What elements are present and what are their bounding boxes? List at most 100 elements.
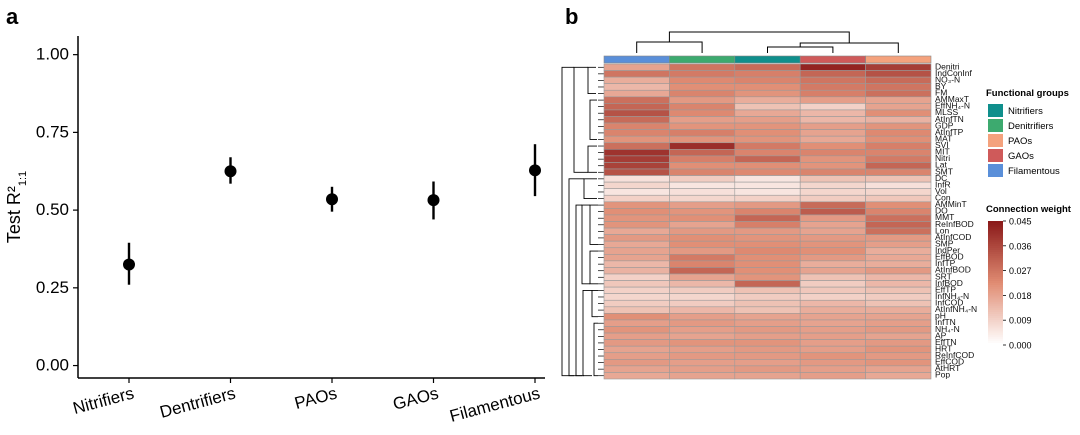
row-label: FM	[935, 88, 947, 98]
row-label: AP	[935, 330, 947, 340]
heatmap-cell	[669, 221, 736, 229]
heatmap-cell	[669, 122, 736, 130]
heatmap-cell	[603, 201, 670, 209]
colorbar-segment	[988, 307, 1003, 311]
heatmap-cell	[603, 109, 670, 117]
heatmap-cell	[799, 299, 866, 308]
heatmap-cell	[669, 247, 736, 255]
heatmap-cell	[669, 267, 736, 275]
heatmap-cell	[734, 181, 801, 189]
heatmap-cell	[669, 306, 736, 314]
heatmap-cell	[865, 326, 932, 334]
heatmap-cell	[603, 221, 670, 229]
heatmap-cell	[865, 96, 932, 104]
panel-a-x-ticks: Nitrifiers Dentrifiers PAOs GAOs Filamentous	[71, 378, 542, 426]
heatmap-cell	[734, 116, 801, 124]
heatmap-cell	[865, 201, 932, 209]
row-label: InfCOD	[935, 298, 963, 308]
colorbar-segment	[988, 280, 1003, 284]
heatmap-cell	[865, 260, 932, 268]
dendrogram-branch	[581, 204, 590, 285]
heatmap-cell	[669, 234, 736, 242]
heatmap-cell	[603, 352, 670, 360]
row-label: ReInfBOD	[935, 219, 974, 229]
colorbar-segment	[988, 305, 1003, 309]
colorbar-tick-label: 0.027	[1009, 266, 1032, 276]
heatmap-cell	[669, 175, 736, 183]
colorbar-tick-label: 0.000	[1009, 341, 1032, 351]
dendrogram-branch	[767, 46, 834, 53]
y-axis-label-subscript: 1:1	[17, 171, 29, 186]
row-label: AtInfTN	[935, 114, 964, 124]
heatmap-cell	[603, 168, 670, 176]
heatmap-cell	[603, 313, 670, 321]
colorbar-segment	[988, 266, 1003, 270]
data-point	[427, 194, 440, 207]
heatmap-cell	[603, 116, 670, 124]
heatmap-cell	[865, 273, 932, 281]
heatmap-cell	[603, 70, 670, 78]
heatmap-cell	[669, 365, 736, 373]
heatmap-cell	[669, 332, 736, 340]
colorbar-segment	[988, 301, 1003, 305]
heatmap-cell	[865, 76, 932, 84]
heatmap-cell	[669, 149, 736, 157]
colorbar-segment	[988, 256, 1003, 259]
heatmap-cell	[603, 83, 670, 91]
heatmap-cell	[669, 188, 736, 196]
heatmap-cell	[865, 155, 932, 163]
colorbar-segment	[988, 274, 1003, 278]
heatmap-cell	[669, 240, 736, 249]
heatmap-cell	[799, 267, 866, 275]
heatmap-cell	[799, 319, 866, 327]
colorbar-segment	[988, 336, 1003, 340]
heatmap-cell	[799, 326, 866, 334]
row-dendrogram	[561, 66, 604, 377]
heatmap-cell	[669, 201, 736, 209]
heatmap-cell	[799, 280, 866, 288]
heatmap-cell	[603, 299, 670, 308]
row-label: NO₃-N	[935, 74, 960, 84]
heatmap-cell	[603, 345, 670, 354]
dendrogram-branch	[573, 66, 588, 173]
colorbar-segment	[988, 324, 1003, 327]
heatmap-cell	[799, 70, 866, 78]
heatmap-cell	[799, 149, 866, 157]
heatmap-cell	[669, 293, 736, 301]
row-label: GDP	[935, 120, 954, 130]
heatmap-cell	[799, 247, 866, 255]
y-tick-label: 0.50	[36, 200, 69, 219]
heatmap-cell	[669, 76, 736, 84]
heatmap-cell	[865, 227, 932, 235]
heatmap-cell	[603, 175, 670, 183]
heatmap-cell	[603, 214, 670, 222]
row-label: EffTP	[935, 284, 956, 294]
heatmap-cell	[799, 135, 866, 144]
heatmap-cell	[603, 142, 670, 150]
row-label: Lon	[935, 225, 949, 235]
colorbar-segment	[988, 268, 1003, 272]
heatmap-cell	[799, 352, 866, 360]
heatmap-cell	[865, 175, 932, 183]
heatmap-cell	[734, 234, 801, 242]
heatmap-cell	[865, 286, 932, 294]
heatmap-cell	[669, 103, 736, 111]
colorbar-segment	[988, 316, 1003, 319]
colorbar-segment	[988, 330, 1003, 334]
row-label: AtInfTP	[935, 127, 964, 137]
colorbar-segment	[988, 237, 1003, 241]
row-label: Denitri	[935, 61, 960, 71]
colorbar-segment	[988, 311, 1003, 315]
heatmap-cell	[865, 208, 932, 216]
heatmap-cell	[734, 319, 801, 327]
colorbar-segment	[988, 338, 1003, 342]
dendrogram-branch	[561, 66, 574, 377]
row-label: HRT	[935, 343, 952, 353]
colorbar-segment	[988, 233, 1003, 237]
colorbar-segment	[988, 276, 1003, 280]
heatmap-cell	[865, 162, 932, 170]
dendrogram-branch	[636, 41, 703, 53]
heatmap-cell	[669, 273, 736, 281]
row-label: EffBOD	[935, 252, 964, 262]
heatmap-cell	[603, 122, 670, 130]
